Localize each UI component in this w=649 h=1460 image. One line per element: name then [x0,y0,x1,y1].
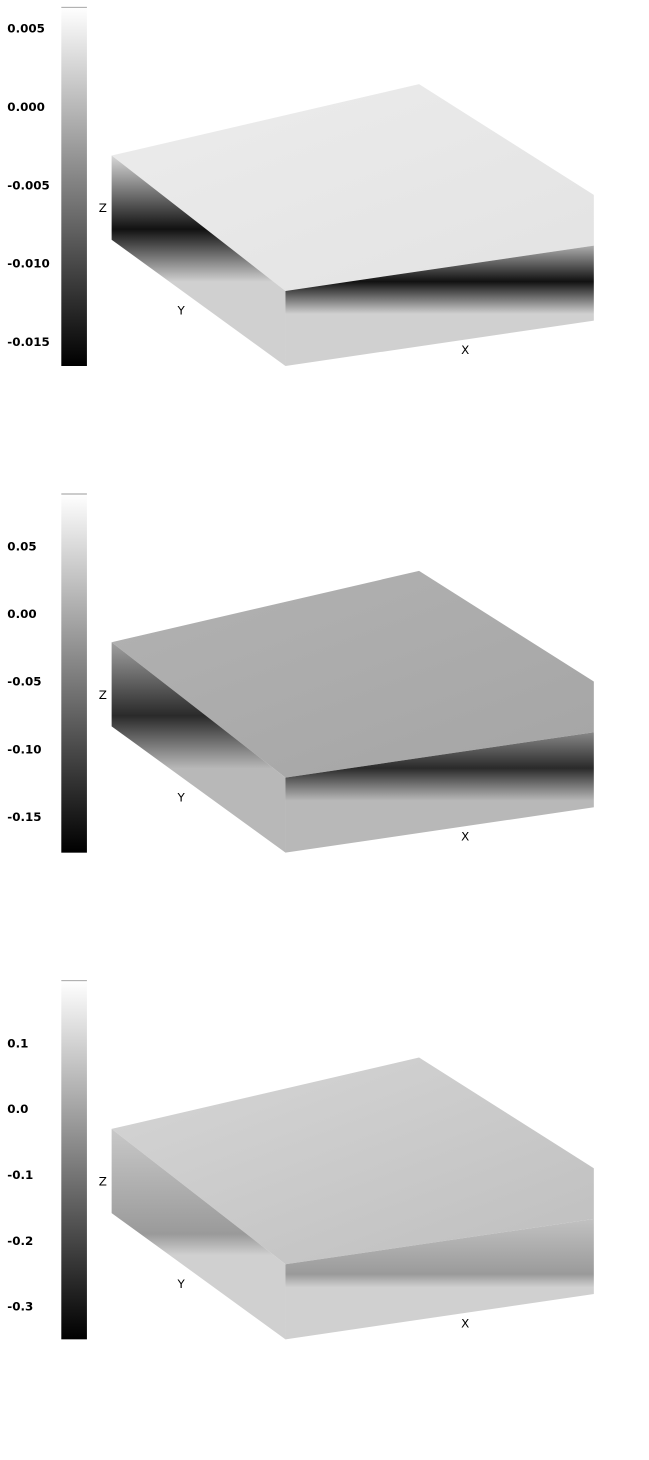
panel: Z Y X 0.05 0.00 -0.05 -0.10 -0.15 [7,494,649,853]
colorbar-tick-label: 0.1 [7,1036,28,1050]
colorbar-tick-label: -0.1 [7,1168,33,1182]
panel: Z Y X 0.1 0.0 -0.1 -0.2 -0.3 [7,981,649,1340]
colorbar-tick-label: 0.00 [7,607,36,621]
colorbar-tick-label: 0.005 [7,22,45,36]
y-axis-label: Y [177,790,186,804]
colorbar [61,7,87,366]
colorbar-tick-label: -0.005 [7,178,50,192]
z-axis-label: Z [99,201,107,215]
y-axis-label: Y [177,1277,186,1291]
colorbar [61,981,87,1340]
colorbar-tick-label: -0.15 [7,810,41,824]
colorbar-tick-label: -0.2 [7,1234,33,1248]
colorbar-tick-label: -0.015 [7,335,50,349]
colorbar-tick-label: -0.10 [7,742,41,756]
colorbar-tick-label: -0.05 [7,675,41,689]
y-axis-label: Y [177,304,186,318]
x-axis-label: X [461,830,469,844]
colorbar-tick-label: 0.0 [7,1102,28,1116]
panel: Z Y X 0.005 0.000 -0.005 -0.010 -0.015 [7,7,649,366]
x-axis-label: X [461,343,469,357]
colorbar [61,494,87,853]
x-axis-label: X [461,1316,469,1330]
colorbar-tick-label: -0.3 [7,1300,33,1314]
z-axis-label: Z [99,688,107,702]
colorbar-tick-label: 0.05 [7,539,36,553]
figure: Z Y X 0.005 0.000 -0.005 -0.010 -0.015 Z Y X 0.05 0.… [0,0,649,1460]
colorbar-tick-label: -0.010 [7,257,50,271]
z-axis-label: Z [99,1174,107,1188]
colorbar-tick-label: 0.000 [7,100,45,114]
